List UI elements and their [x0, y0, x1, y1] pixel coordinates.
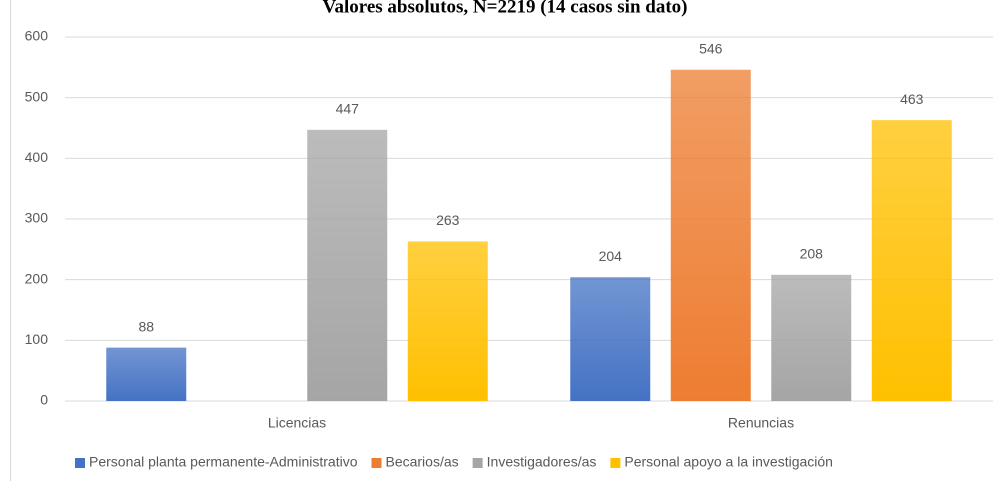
bar [106, 347, 187, 401]
y-tick-label: 400 [25, 149, 49, 165]
x-tick-label: Renuncias [728, 415, 794, 431]
legend-label: Personal planta permanente-Administrativ… [89, 454, 358, 470]
legend-swatch [472, 458, 483, 468]
bar [771, 274, 852, 401]
legend-label: Investigadores/as [487, 454, 597, 470]
data-label: 447 [336, 101, 360, 117]
data-label: 463 [900, 91, 924, 107]
legend-swatch [610, 458, 621, 468]
y-tick-label: 0 [40, 392, 48, 408]
bar [670, 69, 751, 401]
y-tick-label: 500 [25, 88, 49, 104]
data-label: 204 [599, 248, 623, 264]
data-label: 263 [436, 212, 460, 228]
legend-label: Personal apoyo a la investigación [624, 454, 833, 470]
bar [407, 241, 488, 401]
x-tick-label: Licencias [268, 415, 326, 431]
legend-swatch [371, 458, 382, 468]
bar [871, 120, 952, 401]
y-tick-label: 100 [25, 331, 49, 347]
bar [307, 129, 388, 401]
y-tick-label: 600 [25, 28, 49, 44]
data-label: 208 [800, 246, 824, 262]
data-label: 88 [138, 318, 154, 334]
bar [570, 277, 651, 401]
y-tick-label: 300 [25, 210, 49, 226]
chart-title: Valores absolutos, N=2219 (14 casos sin … [322, 0, 687, 17]
legend-label: Becarios/as [385, 454, 458, 470]
y-tick-label: 200 [25, 270, 49, 286]
data-label: 546 [699, 40, 723, 56]
legend-swatch [75, 458, 85, 468]
